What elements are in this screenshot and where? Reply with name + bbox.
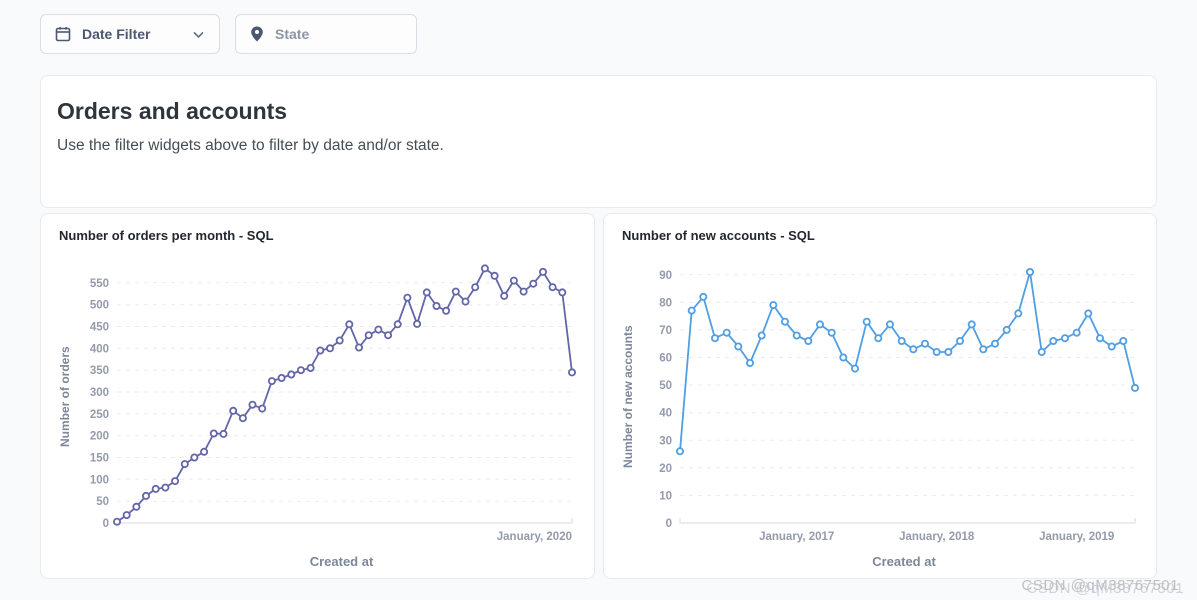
text-card: Orders and accounts Use the filter widge… xyxy=(40,75,1157,208)
page-subtitle: Use the filter widgets above to filter b… xyxy=(57,136,444,154)
svg-text:80: 80 xyxy=(659,297,672,309)
filter-bar: Date Filter State xyxy=(40,14,1157,54)
calendar-icon xyxy=(55,26,71,42)
svg-text:0: 0 xyxy=(666,518,672,530)
svg-text:100: 100 xyxy=(90,474,109,486)
orders-chart-card: Number of orders per month - SQL Number … xyxy=(40,213,595,579)
orders-y-axis-title: Number of orders xyxy=(58,346,72,448)
location-pin-icon xyxy=(250,26,264,42)
state-filter-widget[interactable]: State xyxy=(235,14,417,54)
svg-text:January, 2017: January, 2017 xyxy=(759,531,834,543)
accounts-x-axis-title: Created at xyxy=(872,554,936,569)
svg-text:300: 300 xyxy=(90,387,109,399)
svg-text:150: 150 xyxy=(90,453,109,465)
svg-text:January, 2018: January, 2018 xyxy=(899,531,975,543)
svg-text:200: 200 xyxy=(90,431,109,443)
svg-text:0: 0 xyxy=(103,518,109,530)
svg-text:500: 500 xyxy=(90,300,109,312)
chevron-down-icon xyxy=(192,28,205,41)
date-filter-label: Date Filter xyxy=(82,26,151,42)
svg-text:January, 2020: January, 2020 xyxy=(497,531,572,543)
svg-text:450: 450 xyxy=(90,322,109,334)
watermark: CSDN @qM38767501 xyxy=(1021,577,1179,594)
accounts-line-chart[interactable]: 0 10 20 30 40 50 60 70 80 90 January, 2017 January,… xyxy=(636,251,1141,551)
svg-text:400: 400 xyxy=(90,343,109,355)
svg-text:10: 10 xyxy=(659,490,672,502)
svg-text:250: 250 xyxy=(90,409,109,421)
dashboard-page: Date Filter State Orders and accounts Us… xyxy=(40,14,1157,579)
svg-text:January, 2019: January, 2019 xyxy=(1039,531,1114,543)
svg-text:60: 60 xyxy=(659,353,672,365)
charts-row: Number of orders per month - SQL Number … xyxy=(40,213,1157,579)
svg-text:50: 50 xyxy=(659,380,672,392)
orders-chart-title[interactable]: Number of orders per month - SQL xyxy=(59,228,274,243)
accounts-chart-card: Number of new accounts - SQL Number of n… xyxy=(603,213,1157,579)
orders-line-chart[interactable]: 0 50 100 150 200 250 300 350 400 450 500 550 January… xyxy=(73,251,578,551)
svg-text:70: 70 xyxy=(659,325,672,337)
orders-chart-body: Number of orders 0 50 100 150 200 250 300 350 40… xyxy=(57,251,578,551)
svg-text:90: 90 xyxy=(659,270,672,282)
page-title: Orders and accounts xyxy=(57,98,288,124)
orders-x-axis-title: Created at xyxy=(309,554,374,569)
svg-text:20: 20 xyxy=(659,463,672,475)
svg-text:40: 40 xyxy=(659,408,672,420)
accounts-y-axis-title: Number of new accounts xyxy=(621,325,635,469)
svg-text:350: 350 xyxy=(90,365,109,377)
accounts-chart-body: Number of new accounts 0 10 20 30 40 50 60 70 80… xyxy=(620,251,1140,551)
state-filter-label: State xyxy=(275,26,310,42)
svg-text:550: 550 xyxy=(90,278,109,290)
svg-text:50: 50 xyxy=(96,496,109,508)
svg-text:30: 30 xyxy=(659,435,672,447)
accounts-chart-title[interactable]: Number of new accounts - SQL xyxy=(622,228,815,243)
date-filter-widget[interactable]: Date Filter xyxy=(40,14,220,54)
